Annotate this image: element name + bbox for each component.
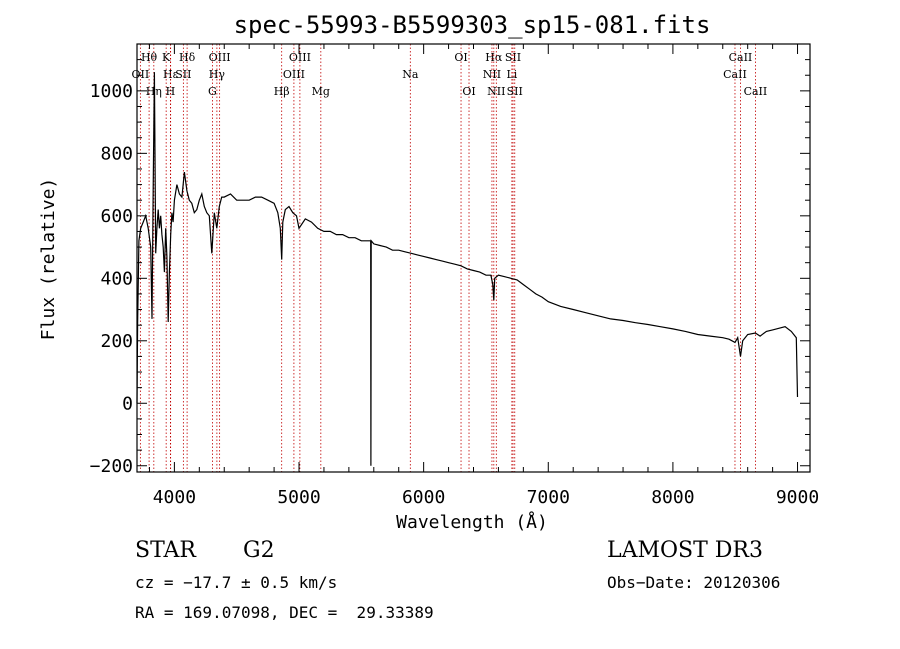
y-axis-label: Flux (relative) bbox=[38, 178, 59, 341]
marker-label-24: CaII bbox=[729, 51, 753, 64]
marker-label-14: Mg bbox=[312, 85, 330, 98]
marker-label-1: OII bbox=[132, 68, 150, 81]
x-axis-label: Wavelength (Å) bbox=[396, 511, 548, 533]
ra-dec: RA = 169.07098, DEC = 29.33389 bbox=[135, 603, 434, 622]
y-tick-label: 0 bbox=[122, 393, 133, 414]
marker-label-13: OIII bbox=[283, 68, 305, 81]
cz-value: cz = −17.7 ± 0.5 km/s bbox=[135, 573, 338, 592]
plot-frame bbox=[136, 43, 811, 473]
marker-label-11: Hβ bbox=[274, 85, 290, 98]
x-tick-label: 5000 bbox=[277, 487, 320, 508]
marker-label-20: NII bbox=[487, 85, 505, 98]
marker-label-3: K bbox=[162, 51, 171, 64]
y-tick-label: 400 bbox=[100, 268, 133, 289]
y-tick-label: −200 bbox=[90, 456, 133, 477]
y-tick-label: 1000 bbox=[90, 81, 133, 102]
x-axis: 4000 5000 6000 7000 8000 9000 bbox=[148, 44, 819, 508]
x-tick-label: 6000 bbox=[402, 487, 445, 508]
marker-label-25: CaII bbox=[723, 68, 747, 81]
y-axis: −200 0 200 400 600 800 1000 bbox=[90, 59, 810, 477]
marker-label-21: SII bbox=[505, 51, 521, 64]
marker-label-8: OIII bbox=[209, 51, 231, 64]
x-tick-label: 9000 bbox=[776, 487, 819, 508]
marker-label-17: OI bbox=[462, 85, 475, 98]
marker-label-0: Hθ bbox=[141, 51, 158, 64]
marker-label-26: CaII bbox=[744, 85, 768, 98]
marker-label-9: Hγ bbox=[209, 68, 226, 81]
survey-label: LAMOST DR3 bbox=[607, 538, 763, 563]
obs-date: Obs−Date: 20120306 bbox=[607, 573, 781, 592]
chart-title: spec-55993-B5599303_sp15-081.fits bbox=[234, 11, 711, 39]
y-tick-label: 200 bbox=[100, 331, 133, 352]
flux-series-line bbox=[136, 72, 799, 466]
marker-label-22: Li bbox=[506, 68, 517, 81]
marker-label-15: Na bbox=[402, 68, 419, 81]
marker-label-5: H bbox=[166, 85, 176, 98]
marker-label-12: OIII bbox=[289, 51, 311, 64]
marker-label-18: Hα bbox=[485, 51, 503, 64]
marker-label-16: OI bbox=[454, 51, 467, 64]
marker-label-4: Hε bbox=[163, 68, 179, 81]
subclass-label: G2 bbox=[243, 538, 275, 563]
x-tick-label: 8000 bbox=[651, 487, 694, 508]
marker-label-7: SII bbox=[175, 68, 191, 81]
marker-label-10: G bbox=[208, 85, 217, 98]
marker-label-23: SII bbox=[507, 85, 523, 98]
x-tick-label: 4000 bbox=[153, 487, 196, 508]
marker-label-19: NII bbox=[483, 68, 501, 81]
y-tick-label: 600 bbox=[100, 206, 133, 227]
x-tick-label: 7000 bbox=[527, 487, 570, 508]
marker-label-6: Hδ bbox=[179, 51, 196, 64]
class-label: STAR bbox=[135, 538, 196, 563]
y-tick-label: 800 bbox=[100, 143, 133, 164]
